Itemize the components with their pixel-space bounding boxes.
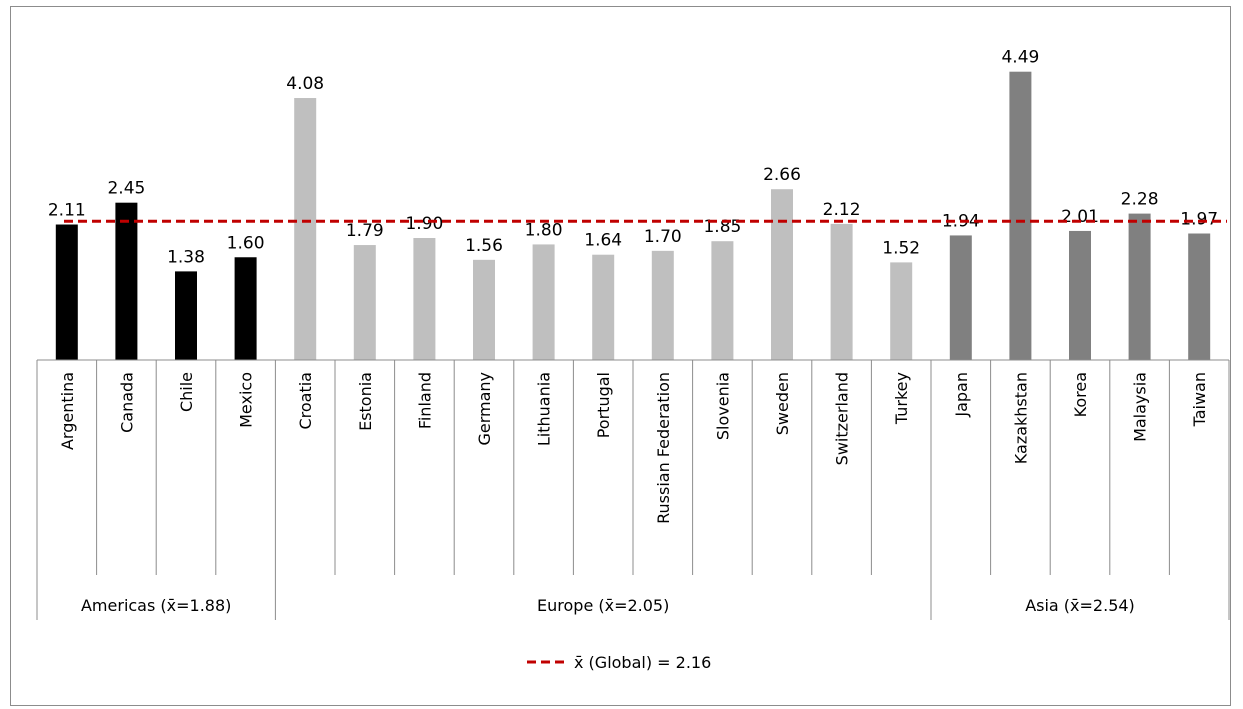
bar-turkey: [890, 262, 913, 360]
bar-germany: [473, 259, 495, 360]
value-label-canada: 2.45: [107, 179, 145, 199]
value-label-mexico: 1.60: [227, 233, 265, 253]
bar-argentina: [55, 224, 78, 360]
category-label-japan: Japan: [952, 372, 971, 418]
bar-korea: [1069, 230, 1091, 360]
bar-estonia: [353, 245, 376, 360]
value-label-sweden: 2.66: [763, 165, 801, 185]
bar-canada: [115, 202, 138, 360]
value-label-turkey: 1.52: [882, 238, 920, 258]
category-label-sweden: Sweden: [773, 372, 792, 435]
category-label-croatia: Croatia: [296, 372, 315, 430]
value-label-taiwan: 1.97: [1180, 210, 1218, 230]
value-label-chile: 1.38: [167, 247, 205, 267]
category-label-switzerland: Switzerland: [833, 372, 852, 465]
bar-malaysia: [1128, 213, 1151, 360]
category-label-lithuania: Lithuania: [535, 372, 554, 446]
value-label-switzerland: 2.12: [823, 200, 861, 220]
value-label-korea: 2.01: [1061, 207, 1099, 227]
category-label-mexico: Mexico: [237, 372, 256, 428]
bar-mexico: [234, 257, 257, 360]
bar-sweden: [771, 189, 793, 360]
category-label-canada: Canada: [117, 372, 136, 433]
bar-switzerland: [830, 223, 853, 360]
category-label-finland: Finland: [415, 372, 434, 429]
value-label-portugal: 1.64: [584, 231, 622, 251]
category-label-taiwan: Taiwan: [1190, 372, 1209, 427]
category-label-korea: Korea: [1071, 372, 1090, 417]
category-label-argentina: Argentina: [58, 372, 77, 450]
category-label-portugal: Portugal: [594, 372, 613, 438]
group-label-asia: Asia (x̄=2.54): [1025, 596, 1135, 615]
bar-finland: [413, 238, 436, 360]
value-label-argentina: 2.11: [48, 201, 86, 221]
bar-taiwan: [1188, 233, 1211, 360]
category-label-kazakhstan: Kazakhstan: [1011, 372, 1030, 464]
category-label-estonia: Estonia: [356, 372, 375, 431]
value-label-estonia: 1.79: [346, 221, 384, 241]
value-label-finland: 1.90: [405, 214, 443, 234]
category-label-germany: Germany: [475, 372, 494, 446]
category-label-malaysia: Malaysia: [1131, 372, 1150, 442]
category-label-turkey: Turkey: [892, 372, 911, 425]
value-label-kazakhstan: 4.49: [1001, 48, 1039, 68]
group-label-europe: Europe (x̄=2.05): [537, 596, 669, 615]
bar-russian-federation: [651, 250, 674, 360]
category-label-chile: Chile: [177, 372, 196, 412]
bar-chile: [175, 271, 197, 360]
bar-japan: [949, 235, 972, 360]
value-label-lithuania: 1.80: [525, 220, 563, 240]
bar-kazakhstan: [1009, 71, 1032, 361]
category-label-russian-federation: Russian Federation: [654, 372, 673, 524]
bar-slovenia: [711, 241, 734, 360]
bar-lithuania: [532, 244, 555, 360]
value-label-malaysia: 2.28: [1121, 190, 1159, 210]
bar-portugal: [592, 254, 615, 360]
category-label-slovenia: Slovenia: [713, 372, 732, 440]
legend-label: x̄ (Global) = 2.16: [574, 653, 711, 672]
value-label-russian-federation: 1.70: [644, 227, 682, 247]
group-label-americas: Americas (x̄=1.88): [81, 596, 231, 615]
value-label-germany: 1.56: [465, 236, 503, 256]
bar-croatia: [294, 98, 317, 360]
value-label-croatia: 4.08: [286, 74, 324, 94]
